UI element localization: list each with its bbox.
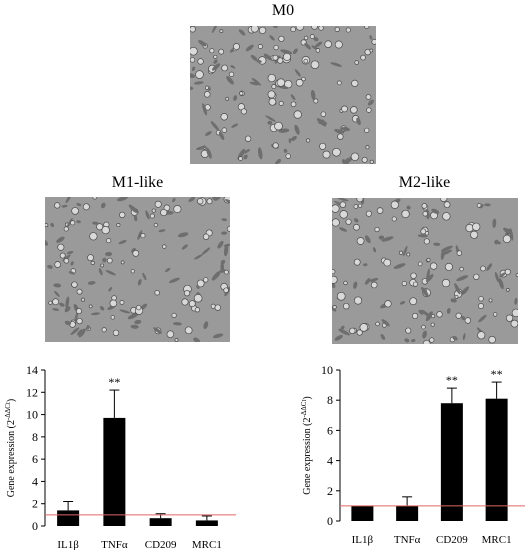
m2-chart-significance-3: ** [491, 367, 503, 381]
bar-chart-m1: 0 2 4 6 8 10 12 14 Gene expression (2-ΔΔCt) IL1β *… [4, 363, 236, 550]
m1-chart-y-tick-label: 2 [32, 497, 38, 511]
panel-title-m1: M1-like [111, 174, 164, 191]
m2-chart-y-tick-label: 4 [327, 454, 333, 468]
m2-chart-y-tick-label: 0 [327, 514, 333, 528]
m2-chart-x-tick-label-3: MRC1 [482, 534, 512, 546]
m1-chart-bar-2 [149, 518, 172, 526]
micrograph-m0 [190, 26, 376, 164]
m1-chart-y-tick-label: 10 [26, 408, 38, 422]
panel-title-m0: M0 [271, 2, 295, 19]
m2-chart-plot: 0 2 4 6 8 10 Gene expression (2-ΔΔCt) IL1β TNFα *… [300, 363, 525, 546]
panel-title-m2: M2-like [398, 174, 451, 191]
m1-chart-significance-1: ** [108, 375, 120, 389]
m2-chart-x-tick-label-1: TNFα [394, 534, 421, 546]
m2-chart-y-tick-label: 8 [327, 393, 333, 407]
m2-chart-x-tick-label-2: CD209 [436, 534, 468, 546]
m1-chart-y-tick-label: 14 [26, 363, 38, 377]
m2-chart-bar-1 [396, 505, 419, 521]
m2-chart-bar-2 [440, 403, 463, 521]
m1-chart-x-tick-label-1: TNFα [101, 539, 128, 550]
m2-chart-bar-0 [351, 505, 374, 521]
m1-chart-bar-1 [103, 417, 126, 526]
m1-chart-bar-3 [195, 520, 218, 526]
m1-chart-y-tick-label: 12 [26, 385, 38, 399]
micrograph-m2 [332, 198, 518, 344]
m2-chart-significance-2: ** [446, 373, 458, 387]
m2-chart-y-tick-label: 6 [327, 423, 333, 437]
micrograph-m1 [45, 197, 230, 342]
m1-chart-y-tick-label: 0 [32, 519, 38, 533]
bar-chart-m2: 0 2 4 6 8 10 Gene expression (2-ΔΔCt) IL1β TNFα *… [300, 363, 525, 546]
m1-chart-y-label: Gene expression (2-ΔΔCt) [4, 399, 17, 498]
m1-chart-x-tick-label-0: IL1β [57, 539, 79, 550]
m1-chart-bar-0 [57, 510, 80, 526]
m1-chart-y-tick-label: 4 [32, 474, 38, 488]
m1-chart-x-tick-label-3: MRC1 [192, 539, 222, 550]
m2-chart-y-tick-label: 2 [327, 484, 333, 498]
m1-chart-x-tick-label-2: CD209 [145, 539, 177, 550]
m1-chart-y-tick-label: 8 [32, 430, 38, 444]
m1-chart-y-tick-label: 6 [32, 452, 38, 466]
m2-chart-x-tick-label-0: IL1β [352, 534, 374, 546]
m2-chart-bar-3 [485, 398, 508, 521]
m2-chart-y-label: Gene expression (2-ΔΔCt) [300, 396, 313, 495]
m1-chart-plot: 0 2 4 6 8 10 12 14 Gene expression (2-ΔΔCt) IL1β *… [4, 363, 236, 550]
m2-chart-y-tick-label: 10 [321, 363, 333, 377]
